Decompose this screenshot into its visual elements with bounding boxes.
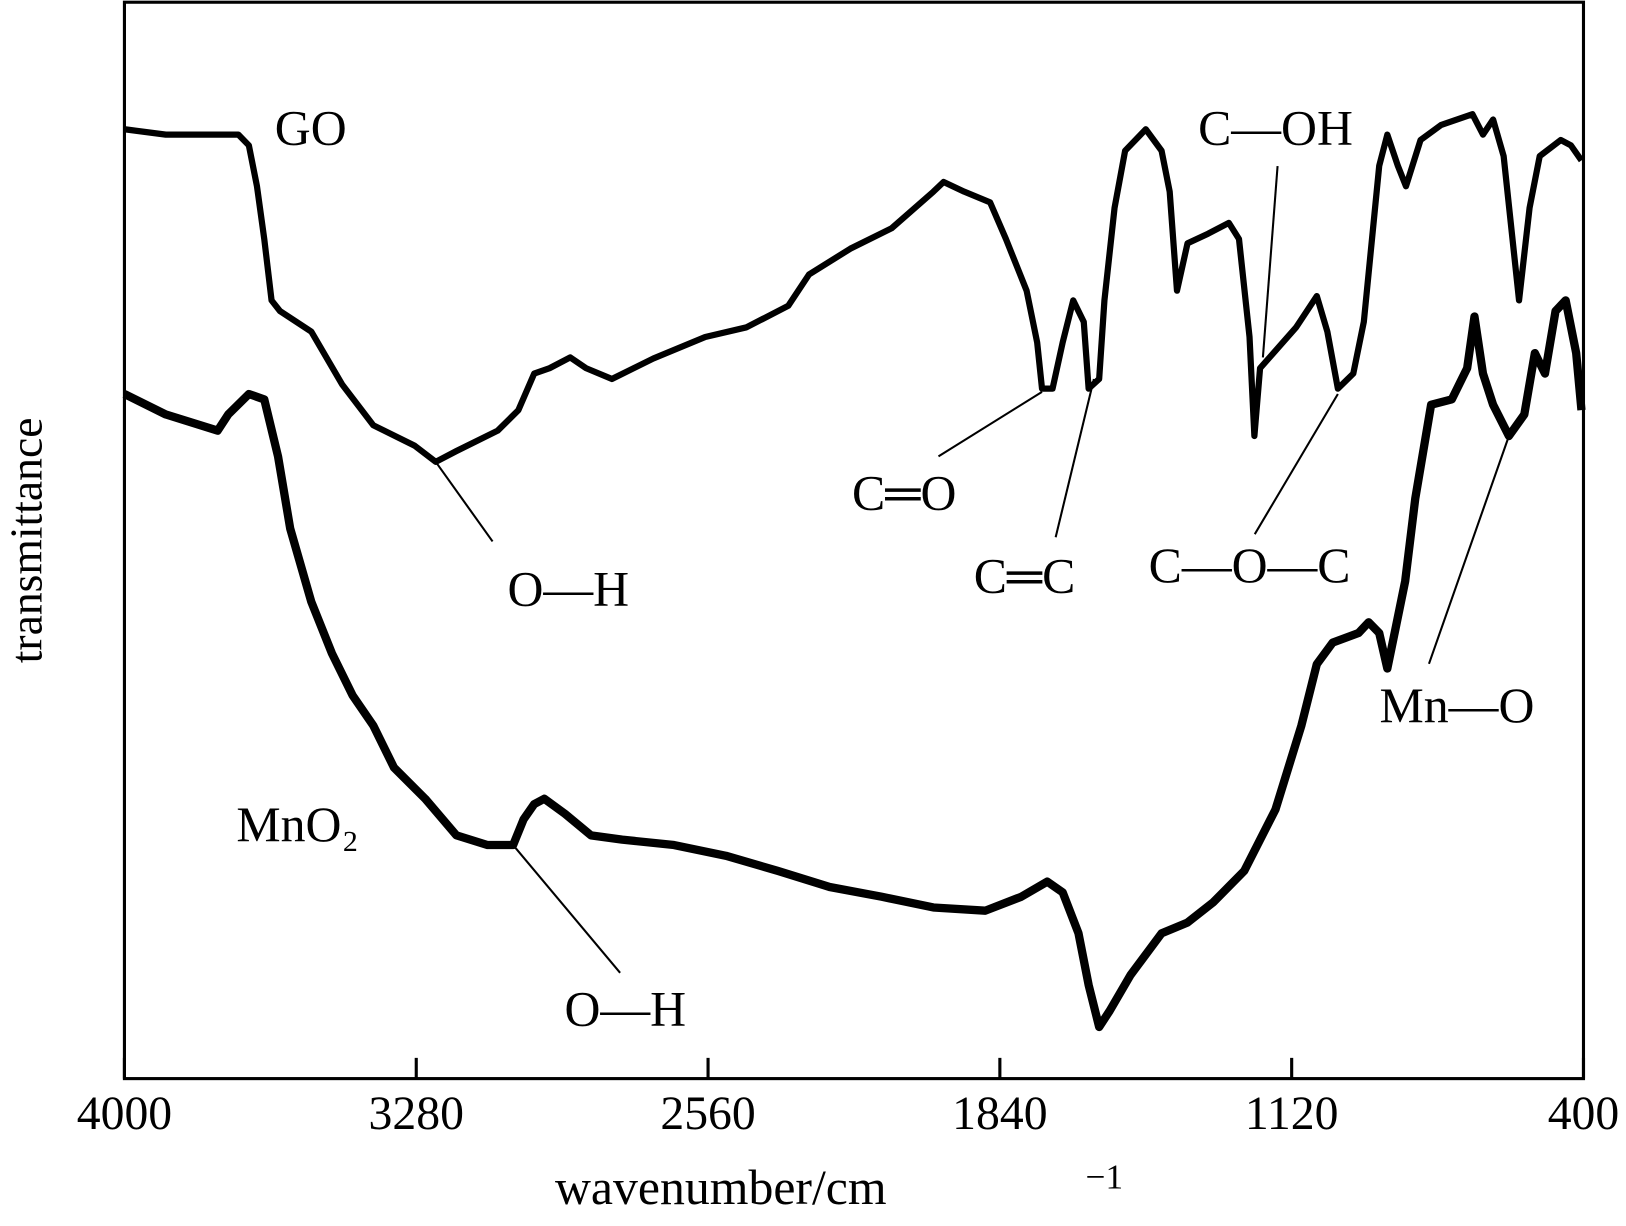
annotation-leader: [1261, 165, 1279, 358]
annotation-label: O—H: [564, 982, 686, 1037]
x-tick-label: 400: [1548, 1087, 1620, 1140]
x-tick-label: 2560: [660, 1087, 755, 1140]
annotation-label: C═O: [852, 465, 956, 520]
spectrum-line: [122, 296, 1586, 1032]
y-axis-label: transmittance: [1, 418, 52, 664]
x-tick-label: 4000: [77, 1087, 172, 1140]
x-axis-label: wavenumber/cm: [555, 1160, 887, 1215]
x-tick-label: 3280: [369, 1087, 464, 1140]
series-label: MnO₂: [236, 797, 358, 852]
annotation-leader: [434, 461, 494, 543]
annotation-leader: [1054, 378, 1095, 538]
spectrum-line: [124, 111, 1585, 465]
series-label: GO: [275, 100, 347, 155]
x-tick-label: 1120: [1245, 1087, 1339, 1140]
annotation-leader: [1427, 435, 1510, 665]
annotation-label: C═C: [974, 548, 1076, 603]
annotation-leader: [1253, 393, 1339, 535]
annotation-label: O—H: [507, 562, 629, 617]
plot-frame: [122, 0, 1586, 1081]
annotation-label: C—O—C: [1149, 538, 1351, 593]
annotation-leader: [937, 390, 1043, 458]
annotation-label: Mn—O: [1380, 678, 1535, 733]
x-axis-label-superscript: −1: [1086, 1157, 1124, 1196]
annotation-label: C—OH: [1198, 100, 1353, 155]
annotation-leader: [512, 844, 621, 974]
x-tick-label: 1840: [952, 1087, 1047, 1140]
